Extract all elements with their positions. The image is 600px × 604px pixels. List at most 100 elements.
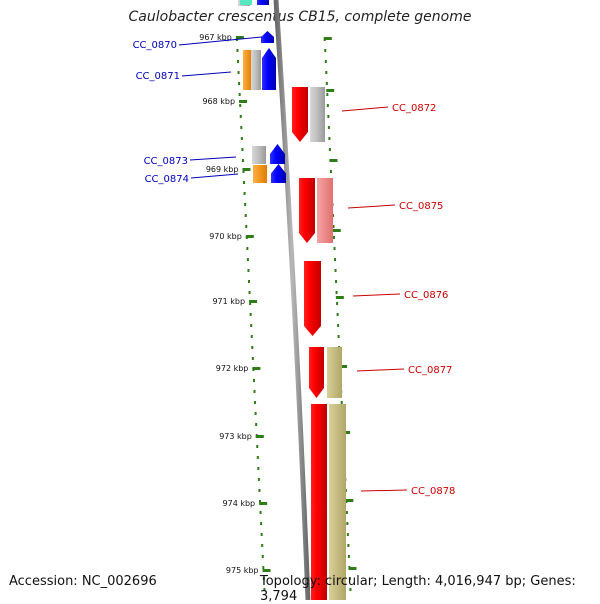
right-guide-dot: [346, 522, 349, 525]
left-guide-dot: [259, 500, 261, 503]
map-title: Caulobacter crescentus CB15, complete ge…: [128, 9, 472, 25]
right-guide-dot: [327, 115, 330, 118]
right-guide-dot: [325, 71, 328, 74]
olive-feature: [329, 404, 346, 600]
left-guide-dot: [243, 192, 246, 195]
minor-tick: [326, 89, 335, 92]
left-guide-dot: [257, 478, 260, 481]
leader-line-cc0875: [347, 204, 396, 209]
left-guide-dot: [255, 423, 258, 426]
left-guide-dot: [261, 555, 264, 558]
left-guide-dot: [243, 181, 246, 184]
right-guide-dot: [334, 269, 337, 272]
left-guide-dot: [248, 291, 251, 294]
gene-arrow-cc0877: [309, 347, 324, 398]
right-guide-dot: [335, 280, 338, 283]
gene-label-cc0877: CC_0877: [408, 365, 452, 376]
tick-labels: 967 kbp 968 kbp 969 kbp 970 kbp 971 kbp 972 k…: [199, 33, 258, 575]
right-guide-dot: [329, 170, 332, 173]
major-tick: [255, 435, 264, 438]
minor-tick: [348, 567, 357, 570]
tick-label: 975 kbp: [226, 566, 259, 575]
leader-line-cc0871: [181, 71, 232, 77]
minor-tick: [339, 365, 348, 368]
accession-label: Accession: NC_002696: [9, 574, 157, 589]
right-guide-dot: [332, 225, 335, 228]
tick-label: 974 kbp: [223, 499, 256, 508]
right-guide-dot: [346, 533, 349, 536]
left-guide-dot: [253, 390, 256, 393]
right-guide-dot: [349, 588, 352, 591]
gene-arrow-cc0871: [262, 48, 276, 90]
left-guide-dot: [252, 379, 255, 382]
minor-tick: [342, 431, 351, 434]
gene-features: [238, 0, 346, 600]
left-guide-dot: [237, 71, 240, 74]
left-guide-dot: [236, 49, 239, 52]
gene-label-cc0876: CC_0876: [404, 290, 448, 301]
leader-line-cc0878: [360, 489, 408, 492]
tick-label: 970 kbp: [209, 232, 242, 241]
gray-feature: [252, 146, 266, 164]
gene-arrow-cc0874: [271, 164, 286, 183]
major-tick: [239, 100, 248, 103]
tick-label: 973 kbp: [219, 432, 252, 441]
left-guide-dot: [262, 577, 265, 580]
right-guide-dot: [347, 544, 350, 547]
right-guide-dot: [336, 313, 339, 316]
left-guide-dot: [246, 247, 249, 250]
left-guide-dot: [241, 159, 244, 162]
right-guide-dot: [340, 401, 343, 404]
left-guide-dot: [256, 456, 259, 459]
leader-line-cc0876: [352, 293, 401, 297]
blue-feature: [257, 0, 269, 5]
right-guide-dot: [334, 258, 337, 261]
gene-arrow-cc0872: [292, 87, 308, 142]
backbone-line: [273, 0, 311, 600]
leader-line-cc0874: [190, 173, 239, 179]
gene-labels: CC_0870 CC_0871 CC_0872 CC_0873 CC_0874 CC_08…: [133, 36, 455, 497]
right-guide-dot: [348, 577, 351, 580]
left-guide-dot: [247, 269, 250, 272]
tick-label: 969 kbp: [206, 165, 239, 174]
gene-arrow-cc0875: [299, 178, 315, 243]
right-guide-dot: [347, 555, 350, 558]
leader-line-cc0870: [178, 36, 263, 46]
gene-arrow-cc0873: [270, 144, 285, 164]
major-tick: [259, 502, 268, 505]
right-guide-dot: [327, 126, 330, 129]
pink-feature: [317, 178, 333, 243]
left-guide-dot: [241, 148, 244, 151]
left-guide-dot: [249, 313, 252, 316]
right-guide-dot: [333, 247, 336, 250]
major-tick: [242, 168, 251, 171]
left-guide-dot: [245, 225, 248, 228]
right-guide-dot: [328, 137, 331, 140]
gene-label-cc0873: CC_0873: [144, 156, 188, 167]
right-guide-dot: [324, 60, 327, 63]
major-tick: [249, 300, 258, 303]
right-guide-dot: [324, 49, 327, 52]
left-guide-dot: [249, 302, 252, 305]
tick-label: 967 kbp: [199, 33, 232, 42]
left-guide-dot: [240, 137, 243, 140]
left-guide-dot: [263, 588, 266, 591]
left-guide-dot: [260, 533, 263, 536]
orange-feature: [243, 50, 252, 90]
left-guide-dot: [238, 82, 241, 85]
left-guide-dot: [258, 489, 261, 492]
left-guide-dot: [254, 412, 257, 415]
left-guide-dot: [239, 104, 242, 107]
right-guide-dot: [328, 148, 331, 151]
left-guide-dot: [244, 214, 247, 217]
left-guide-dot: [237, 60, 239, 63]
left-guide-dot: [259, 511, 262, 514]
minor-tick: [345, 499, 354, 502]
gene-label-cc0878: CC_0878: [411, 486, 455, 497]
tick-label: 972 kbp: [216, 364, 249, 373]
right-guide-dot: [336, 302, 339, 305]
left-guide-dot: [254, 401, 257, 404]
left-guide-dot: [262, 566, 265, 569]
tick-marks: [235, 36, 357, 572]
major-tick: [245, 235, 254, 238]
